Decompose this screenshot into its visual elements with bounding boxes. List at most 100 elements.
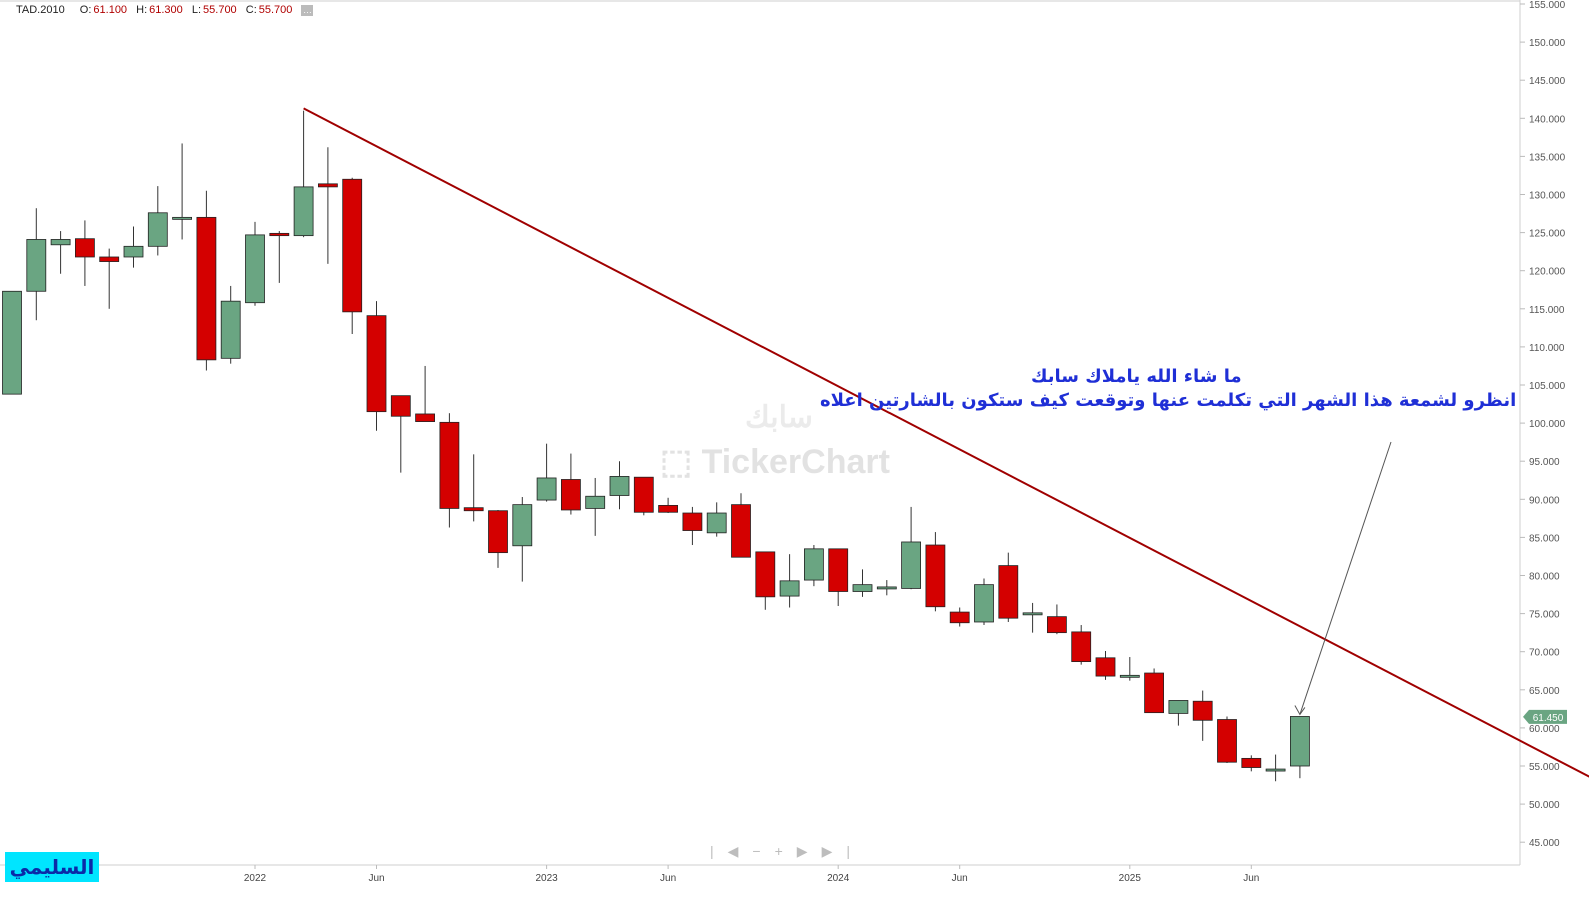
candle-down [269,232,290,237]
ohlc-header: TAD.2010 O: 61.100 H: 61.300 L: 55.700 C: 55… [16,4,314,16]
y-tick-label: 50.000 [1529,800,1560,811]
candle-up [245,234,265,304]
candle-up [293,186,314,237]
candle-down [439,421,460,509]
symbol-label: TAD.2010 [16,4,65,16]
high-value: 61.300 [149,4,183,16]
zoom-in-icon[interactable]: + [774,843,797,859]
annotation-line-2: انظرو لشمعة هذا الشهر التي تكلمت عنها وت… [820,390,1517,411]
candle-up [26,239,47,292]
low-label: L: [191,4,202,16]
candle-down [731,504,751,558]
low-value: 55.700 [203,4,237,16]
open-value: 61.100 [93,4,128,16]
candle-down [317,183,338,188]
candle-up [974,584,994,623]
candle-down [366,315,387,413]
next-icon[interactable]: ▶ [796,843,822,859]
y-tick-label: 80.000 [1529,572,1560,583]
candle-down [755,551,776,598]
annotation-line-1: ما شاء الله ياملاك سابك [1031,366,1242,387]
x-tick-label: Jun [660,873,676,884]
candle-down [998,565,1019,619]
candle-down [488,510,508,554]
candle-up [1290,716,1310,767]
candle-up [609,476,630,496]
zoom-out-icon[interactable]: − [752,843,775,859]
y-tick-label: 45.000 [1529,838,1560,849]
candle-up [779,580,800,597]
candle-down [463,507,484,512]
candle-up [2,290,22,395]
y-tick-label: 85.000 [1529,533,1560,544]
x-tick-label: 2025 [1119,873,1142,884]
candle-down [1047,616,1067,634]
candle-down [1071,631,1092,663]
candle-down [828,548,849,592]
x-tick-label: 2024 [827,873,850,884]
high-label: H: [136,4,148,16]
candle-down [390,395,411,417]
annotation-arrow [1299,441,1392,715]
x-tick-label: 2023 [535,873,558,884]
candle-down [633,476,654,513]
candle-up [220,300,241,359]
candle-down [196,216,217,361]
last-icon[interactable]: ▶| [821,843,864,859]
candle-down [75,238,95,258]
prev-icon[interactable]: ◀ [727,843,753,859]
open-label: O: [79,4,92,16]
x-tick-label: 2022 [244,873,267,884]
y-tick-label: 75.000 [1529,610,1560,621]
more-icon[interactable]: … [301,4,314,16]
last-price-badge [1523,709,1567,724]
y-tick-label: 140.000 [1529,114,1566,125]
y-tick-label: 55.000 [1529,762,1560,773]
candle-up [585,495,606,509]
candle-up [1022,612,1043,616]
candle-up [1168,700,1189,714]
candle-up [536,477,557,501]
candle-up [123,245,144,258]
y-tick-label: 145.000 [1529,76,1566,87]
candle-down [1241,757,1262,768]
watermark-text: TickerChart [701,443,890,481]
watermark-logo-icon: ⬚ [660,443,702,481]
close-label: C: [245,4,257,16]
trendline [303,107,1589,778]
last-price-label: 61.450 [1533,713,1564,724]
y-tick-label: 70.000 [1529,648,1560,659]
y-tick-label: 120.000 [1529,267,1566,278]
candle-down [1095,657,1116,677]
candle-down [1144,672,1164,714]
y-tick-label: 130.000 [1529,191,1566,202]
arrow-head-icon [1294,705,1306,716]
candle-up [172,216,193,220]
candle-down [415,413,436,422]
candle-down [99,256,120,262]
author-badge: السليمي [5,852,99,882]
candle-down [925,544,946,608]
y-tick-label: 60.000 [1529,724,1560,735]
first-icon[interactable]: | [710,843,728,859]
candle-down [658,504,678,513]
candle-down [342,178,363,313]
candle-up [512,504,533,547]
y-tick-label: 105.000 [1529,381,1566,392]
candle-up [1119,674,1140,678]
y-tick-label: 150.000 [1529,38,1566,49]
y-tick-label: 90.000 [1529,495,1560,506]
chart-navigator: |◀−+▶▶| [710,843,864,860]
candle-up [804,548,824,581]
candle-down [561,479,581,511]
candle-up [901,541,921,589]
candle-up [706,512,727,534]
candle-down [1217,719,1237,763]
y-tick-label: 65.000 [1529,686,1560,697]
watermark-arabic: سابك [745,401,813,434]
candle-down [1192,700,1213,721]
y-tick-label: 95.000 [1529,457,1560,468]
y-tick-label: 155.000 [1529,0,1566,11]
y-tick-label: 100.000 [1529,419,1566,430]
